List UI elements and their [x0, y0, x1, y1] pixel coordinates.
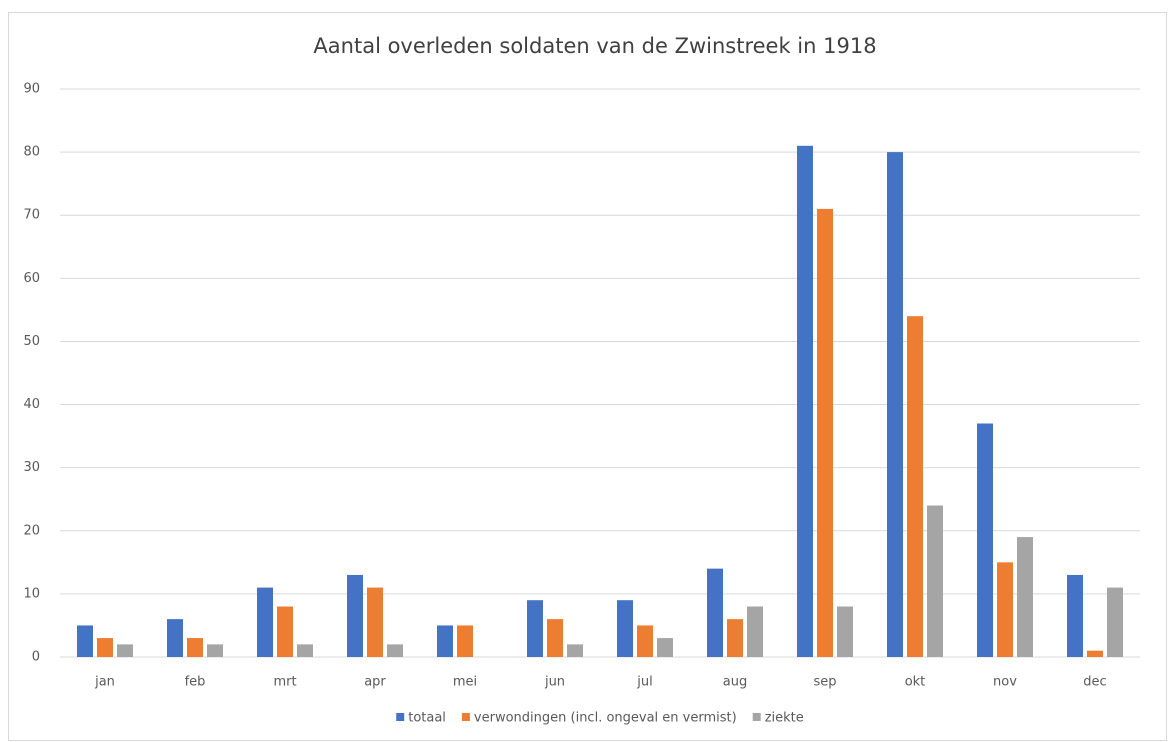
- bar: [437, 625, 453, 657]
- bar: [1067, 574, 1083, 657]
- x-tick-label: jul: [636, 675, 652, 690]
- bar: [617, 600, 633, 657]
- x-tick-label: sep: [813, 675, 836, 690]
- bar: [367, 587, 383, 657]
- bar: [1017, 537, 1033, 657]
- x-tick-label: dec: [1083, 675, 1106, 690]
- bar: [387, 644, 403, 657]
- legend-swatch: [396, 713, 405, 721]
- y-tick-label: 30: [23, 460, 40, 475]
- bar: [637, 625, 653, 657]
- chart-title: Aantal overleden soldaten van de Zwinstr…: [313, 34, 876, 58]
- bar: [77, 625, 93, 657]
- bar: [527, 600, 543, 657]
- bar: [457, 625, 473, 657]
- y-tick-label: 50: [23, 334, 40, 349]
- bar: [567, 644, 583, 657]
- bar: [797, 145, 813, 658]
- legend-label: ziekte: [765, 711, 804, 726]
- y-tick-label: 40: [23, 397, 40, 412]
- bar: [727, 619, 743, 657]
- bar: [837, 606, 853, 657]
- y-tick-label: 70: [23, 208, 40, 223]
- x-tick-label: mrt: [273, 675, 296, 690]
- x-tick-label: aug: [723, 675, 747, 690]
- x-tick-label: jan: [94, 675, 115, 690]
- bar: [747, 606, 763, 657]
- bar: [257, 587, 273, 657]
- y-tick-label: 20: [23, 523, 40, 538]
- y-tick-label: 10: [23, 586, 40, 601]
- bar: [817, 208, 833, 657]
- x-tick-label: nov: [993, 675, 1017, 690]
- y-tick-label: 90: [23, 82, 40, 97]
- bar: [907, 316, 923, 657]
- bar: [657, 638, 673, 657]
- bar: [707, 568, 723, 657]
- bar: [347, 574, 363, 657]
- x-tick-label: okt: [905, 675, 926, 690]
- bar: [997, 562, 1013, 657]
- bar: [887, 152, 903, 657]
- y-tick-label: 80: [23, 145, 40, 160]
- bar: [927, 505, 943, 657]
- bar: [167, 619, 183, 657]
- legend-label: totaal: [408, 711, 446, 726]
- bar: [277, 606, 293, 657]
- x-tick-label: apr: [364, 675, 386, 690]
- legend-label: verwondingen (incl. ongeval en vermist): [474, 711, 737, 726]
- bar: [187, 638, 203, 657]
- x-tick-label: mei: [453, 675, 477, 690]
- bar: [977, 423, 993, 657]
- x-tick-label: jun: [544, 675, 565, 690]
- bar: [1087, 650, 1103, 657]
- y-tick-label: 0: [32, 650, 40, 665]
- x-tick-label: feb: [185, 675, 206, 690]
- legend-swatch: [752, 713, 761, 721]
- bar: [207, 644, 223, 657]
- bar: [297, 644, 313, 657]
- bar: [117, 644, 133, 657]
- bar: [97, 638, 113, 657]
- legend-swatch: [461, 713, 470, 721]
- chart-border: [8, 12, 1167, 741]
- y-tick-label: 60: [23, 271, 40, 286]
- bar: [547, 619, 563, 657]
- bar: [1107, 587, 1123, 657]
